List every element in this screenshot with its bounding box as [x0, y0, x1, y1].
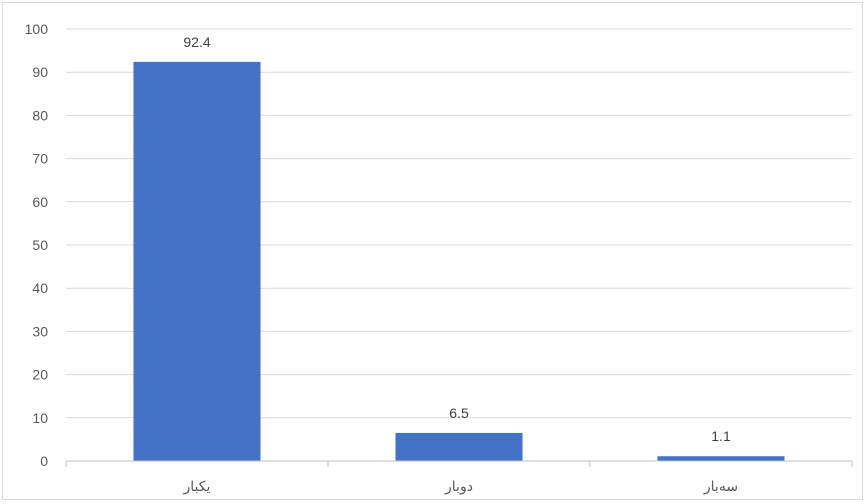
y-tick-label: 10 — [32, 410, 48, 426]
data-label: 6.5 — [449, 405, 469, 421]
bar — [395, 432, 523, 461]
data-label: 92.4 — [183, 34, 210, 50]
y-tick-label: 30 — [32, 323, 48, 339]
data-label: 1.1 — [711, 428, 731, 444]
y-tick-label: 100 — [25, 21, 49, 37]
y-tick-label: 50 — [32, 237, 48, 253]
labels: 0 10 20 30 40 50 60 70 80 90 100 92.4 یکبار 6.5 دوبار 1… — [25, 21, 738, 495]
y-tick-label: 20 — [32, 367, 48, 383]
bars — [133, 61, 785, 461]
y-tick-label: 40 — [32, 280, 48, 296]
y-tick-label: 0 — [40, 453, 48, 469]
x-category-label: سەبار — [703, 479, 738, 495]
y-tick-label: 70 — [32, 151, 48, 167]
bar — [133, 61, 261, 461]
y-tick-label: 90 — [32, 64, 48, 80]
x-category-label: یکبار — [183, 479, 211, 495]
y-tick-label: 80 — [32, 107, 48, 123]
y-tick-label: 60 — [32, 194, 48, 210]
x-category-label: دوبار — [444, 479, 473, 495]
axes — [65, 460, 853, 467]
bar — [657, 456, 785, 461]
